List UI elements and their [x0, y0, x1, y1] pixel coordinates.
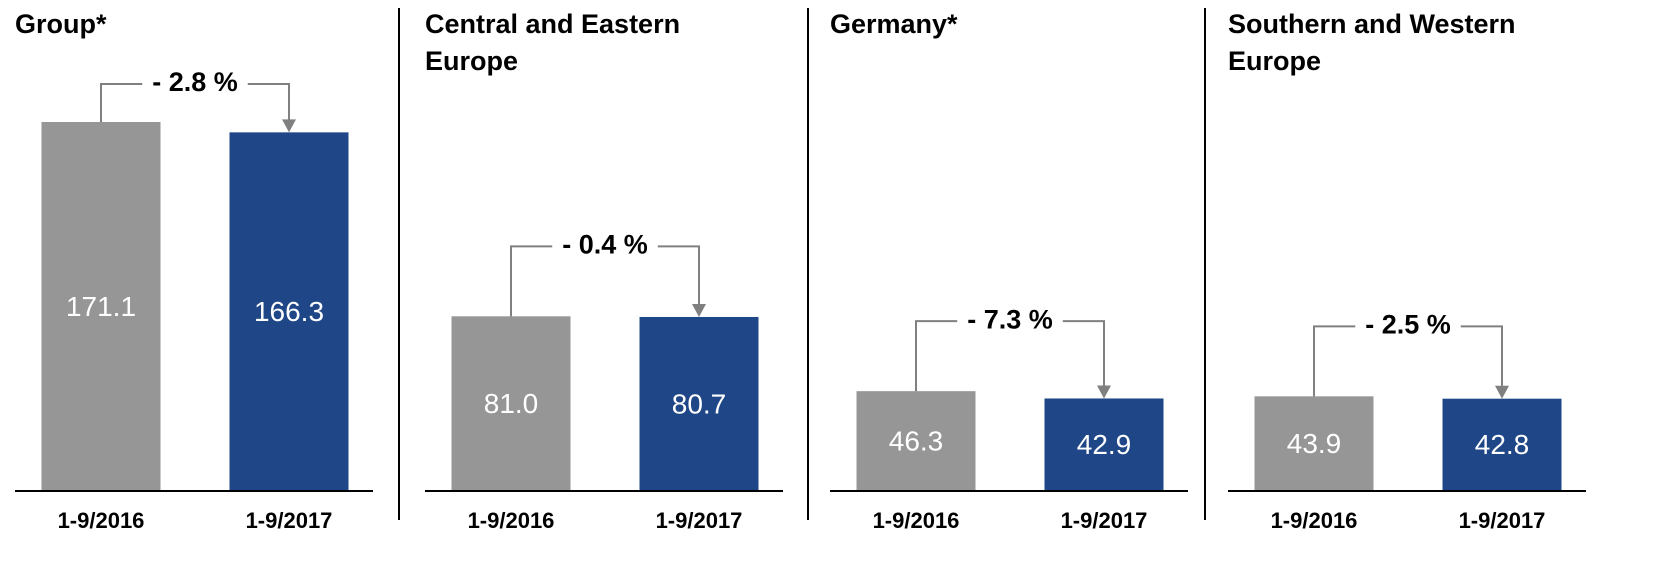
arrowhead: [282, 119, 296, 133]
bracket: [1062, 320, 1105, 387]
bar: [229, 132, 349, 491]
value-label: 42.8: [1475, 429, 1530, 460]
value-label: 42.9: [1077, 429, 1132, 460]
value-label: 46.3: [889, 425, 944, 456]
bar: [41, 122, 161, 491]
bracket: [247, 83, 290, 121]
x-tick-label: 1-9/2016: [873, 508, 960, 533]
bracket: [1313, 325, 1356, 397]
annotation: - 0.4 %: [562, 229, 648, 259]
annotation: - 7.3 %: [967, 304, 1053, 334]
bracket: [915, 320, 958, 392]
panel-title: Central and Eastern Europe: [425, 9, 681, 76]
value-label: 80.7: [672, 388, 727, 419]
x-tick-label: 1-9/2017: [1061, 508, 1148, 533]
x-tick-label: 1-9/2017: [656, 508, 743, 533]
value-label: 166.3: [254, 296, 324, 327]
bar: [451, 316, 571, 491]
bracket: [510, 245, 553, 317]
value-label: 171.1: [66, 291, 136, 322]
value-label: 43.9: [1287, 428, 1342, 459]
arrowhead: [1495, 385, 1509, 399]
bar: [1044, 398, 1164, 491]
arrowhead: [1097, 385, 1111, 399]
x-tick-label: 1-9/2017: [1459, 508, 1546, 533]
bar: [1254, 396, 1374, 491]
value-label: 81.0: [484, 388, 539, 419]
bracket: [1460, 325, 1503, 387]
x-tick-label: 1-9/2016: [1271, 508, 1358, 533]
panel-title: Group*: [15, 9, 107, 39]
bracket: [657, 245, 700, 305]
x-tick-label: 1-9/2016: [58, 508, 145, 533]
annotation: - 2.8 %: [152, 67, 238, 97]
x-tick-label: 1-9/2016: [468, 508, 555, 533]
panel-title: Southern and Western Europe: [1228, 9, 1516, 76]
bracket: [100, 83, 143, 122]
x-tick-label: 1-9/2017: [246, 508, 333, 533]
bar: [639, 316, 759, 491]
bar: [1442, 398, 1562, 491]
panel-title: Germany*: [830, 9, 958, 39]
arrowhead: [692, 303, 706, 317]
annotation: - 2.5 %: [1365, 309, 1451, 339]
bar: [856, 391, 976, 491]
